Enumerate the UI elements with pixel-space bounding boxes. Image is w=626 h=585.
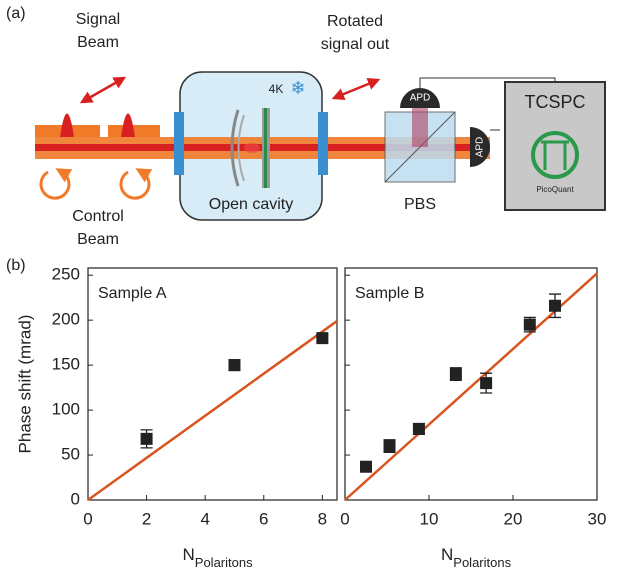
plot-title: Sample B [355, 285, 424, 302]
x-axis-label-sub: Polaritons [195, 555, 253, 570]
panel-label: (a) [6, 5, 26, 22]
y-tick-label: 150 [52, 355, 80, 374]
x-tick-label: 2 [142, 509, 151, 528]
data-point [360, 460, 372, 473]
y-tick-label: 200 [52, 310, 80, 329]
label-cavity: Open cavity [209, 196, 293, 213]
y-tick-label: 100 [52, 400, 80, 419]
label-brand: PicoQuant [536, 185, 574, 194]
data-point [523, 318, 536, 331]
y-tick-label: 0 [71, 489, 80, 508]
x-tick-label: 8 [318, 509, 327, 528]
label-rotated: signal out [321, 36, 390, 53]
panel-label: (b) [6, 257, 26, 274]
fit-line [87, 320, 338, 502]
data-point [383, 440, 396, 453]
data-point [480, 377, 493, 390]
snowflake-icon: ❄ [290, 78, 305, 98]
data-point [316, 332, 329, 345]
label-pbs: PBS [404, 196, 436, 213]
label-apd: APD [410, 93, 431, 104]
label-control: Control [72, 208, 124, 225]
x-axis-label-main: N [183, 545, 195, 564]
data-point [140, 432, 153, 445]
label-tcspc: TCSPC [524, 92, 585, 112]
x-axis-label-sub: Polaritons [453, 555, 511, 570]
beam-diagram [35, 71, 606, 221]
label-apd: APD [475, 137, 486, 158]
x-tick-label: 0 [83, 509, 92, 528]
plot-frame [344, 267, 598, 501]
x-tick-label: 4 [200, 509, 209, 528]
label-signal: Beam [77, 34, 119, 51]
x-tick-label: 10 [420, 509, 439, 528]
y-tick-label: 250 [52, 265, 80, 284]
x-axis-label: NPolaritons [441, 545, 512, 570]
plot-title: Sample A [98, 285, 167, 302]
x-axis-label: NPolaritons [183, 545, 254, 570]
data-point [228, 359, 241, 372]
x-tick-label: 6 [259, 509, 268, 528]
x-tick-label: 20 [504, 509, 523, 528]
data-point [549, 299, 561, 312]
data-point [412, 422, 425, 435]
label-temp: 4K [269, 82, 284, 96]
plot-frame [87, 267, 338, 501]
x-tick-label: 30 [588, 509, 607, 528]
x-axis-label-main: N [441, 545, 453, 564]
x-tick-label: 0 [340, 509, 349, 528]
label-control: Beam [77, 231, 119, 248]
data-point [449, 368, 462, 381]
y-axis-label: Phase shift (mrad) [15, 315, 34, 454]
label-signal: Signal [76, 11, 120, 28]
y-tick-label: 50 [61, 445, 80, 464]
label-rotated: Rotated [327, 13, 383, 30]
